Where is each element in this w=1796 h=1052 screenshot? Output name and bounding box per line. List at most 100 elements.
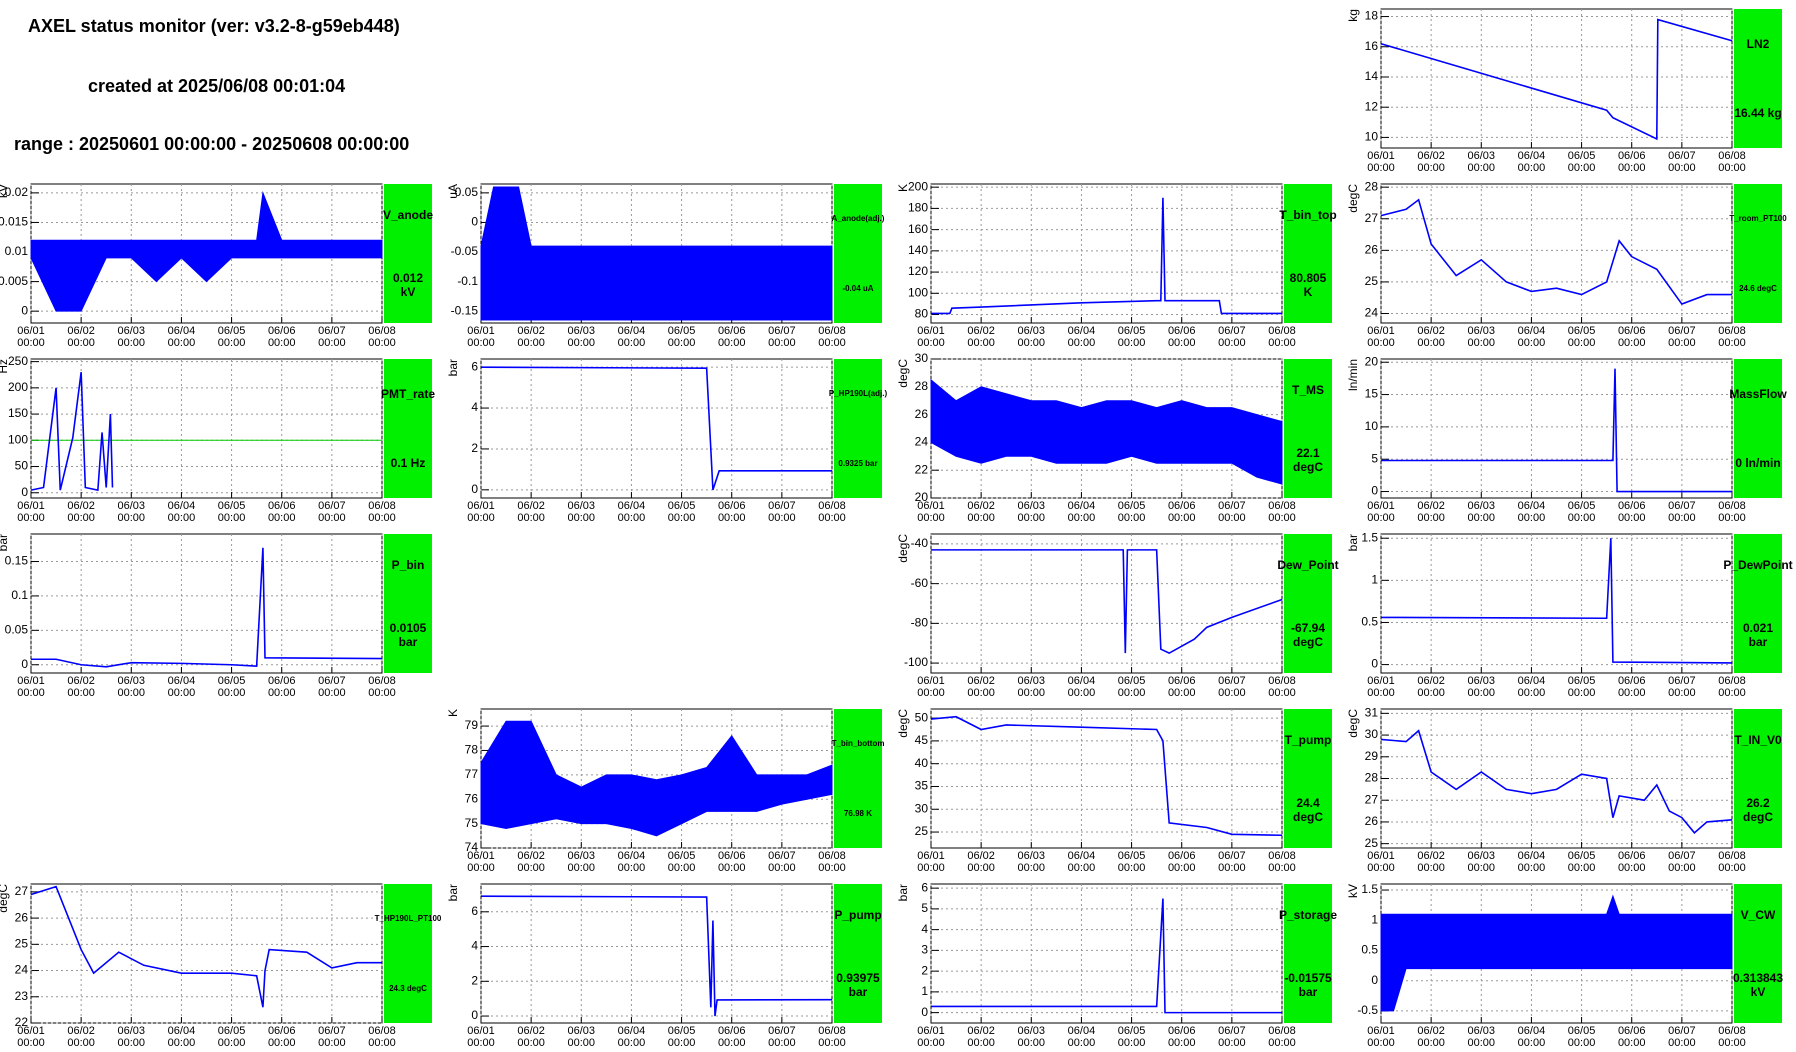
- status-label: P_bin: [391, 558, 425, 573]
- status-box: Dew_Point -67.94 degC: [1277, 534, 1339, 673]
- x-tick-label: 06/05 00:00: [1567, 675, 1596, 699]
- status-box: P_storage -0.01575 bar: [1279, 884, 1337, 1023]
- x-tick-label: 06/05 00:00: [1567, 500, 1596, 524]
- x-tick-label: 06/03 00:00: [1467, 1025, 1496, 1049]
- y-tick-label: 0: [21, 657, 28, 671]
- x-tick-label: 06/07 00:00: [1668, 850, 1696, 874]
- status-value: 24.3 degC: [389, 983, 427, 993]
- x-tick-label: 06/08 00:00: [818, 850, 846, 874]
- created-time: created at 2025/06/08 00:01:04: [88, 76, 346, 96]
- x-tick-label: 06/05 00:00: [1117, 325, 1146, 349]
- data-line: [1380, 18, 1733, 141]
- status-label: P_DewPoint: [1723, 558, 1793, 573]
- y-tick-label: 1.5: [1361, 530, 1378, 544]
- y-axis-label: bar: [1346, 534, 1360, 551]
- y-tick-label: 0: [921, 1005, 928, 1019]
- y-tick-label: 10: [1365, 130, 1379, 144]
- y-tick-label: 140: [908, 243, 928, 257]
- plot-frame: [30, 883, 383, 1024]
- x-tick-label: 06/02 00:00: [517, 325, 545, 349]
- status-value: -0.01575 bar: [1284, 970, 1332, 999]
- x-tick-label: 06/01 00:00: [467, 850, 495, 874]
- x-tick-label: 06/08 00:00: [368, 500, 396, 524]
- x-tick-label: 06/05 00:00: [217, 1025, 246, 1049]
- status-box: T_room_PT100 24.6 degC: [1729, 184, 1787, 323]
- x-tick-label: 06/02 00:00: [1417, 850, 1445, 874]
- x-tick-label: 06/07 00:00: [1218, 850, 1246, 874]
- y-tick-label: 6: [921, 880, 928, 894]
- status-label: T_pump: [1284, 733, 1332, 748]
- data-line: [931, 197, 1282, 315]
- y-tick-label: 1: [1371, 573, 1378, 587]
- x-tick-label: 06/08 00:00: [818, 1025, 846, 1049]
- y-tick-label: 77: [465, 767, 479, 781]
- y-axis-label: degC: [1346, 184, 1360, 213]
- x-tick-label: 06/01 00:00: [917, 325, 945, 349]
- y-axis-label: degC: [896, 534, 910, 563]
- x-tick-label: 06/03 00:00: [117, 325, 146, 349]
- x-tick-label: 06/01 00:00: [467, 500, 495, 524]
- x-tick-label: 06/05 00:00: [1117, 675, 1146, 699]
- y-tick-label: 5: [921, 901, 928, 915]
- x-tick-label: 06/06 00:00: [1617, 675, 1646, 699]
- x-tick-label: 06/06 00:00: [717, 850, 746, 874]
- plot-frame: [1380, 358, 1733, 499]
- y-tick-label: 0: [471, 482, 478, 496]
- x-tick-label: 06/05 00:00: [667, 1025, 696, 1049]
- y-tick-label: 0: [1371, 484, 1378, 498]
- x-tick-label: 06/06 00:00: [267, 675, 296, 699]
- y-tick-label: 0: [21, 485, 28, 499]
- status-box: P_HP190L(adj.) 0.9325 bar: [829, 359, 887, 498]
- y-tick-label: 50: [915, 710, 929, 724]
- x-tick-label: 06/01 00:00: [917, 1025, 945, 1049]
- x-tick-label: 06/01 00:00: [1367, 675, 1395, 699]
- x-tick-label: 06/06 00:00: [717, 325, 746, 349]
- y-tick-label: 15: [1365, 387, 1379, 401]
- y-tick-label: 2: [471, 441, 478, 455]
- y-tick-label: 28: [1365, 179, 1379, 193]
- x-tick-label: 06/04 00:00: [167, 1025, 196, 1049]
- status-value: 0.012 kV: [392, 270, 424, 299]
- y-tick-label: 18: [1365, 9, 1379, 23]
- y-tick-label: -80: [911, 616, 929, 630]
- status-box: T_HP190L_PT100 24.3 degC: [375, 884, 441, 1023]
- y-tick-label: 10: [1365, 419, 1379, 433]
- y-tick-label: 14: [1365, 69, 1379, 83]
- status-box: A_anode(adj.) -0.04 uA: [831, 184, 885, 323]
- data-line: [1380, 538, 1733, 664]
- status-box: T_MS 22.1 degC: [1284, 359, 1332, 498]
- x-tick-label: 06/02 00:00: [1417, 500, 1445, 524]
- x-tick-label: 06/08 00:00: [1268, 850, 1296, 874]
- status-box: MassFlow 0 ln/min: [1729, 359, 1787, 498]
- y-tick-label: 0: [1371, 973, 1378, 987]
- y-tick-label: 28: [1365, 771, 1379, 785]
- status-label: A_anode(adj.): [831, 214, 885, 224]
- x-tick-label: 06/02 00:00: [67, 1025, 95, 1049]
- y-tick-label: 25: [1365, 836, 1379, 850]
- x-tick-label: 06/03 00:00: [1467, 325, 1496, 349]
- y-axis-label: bar: [896, 884, 910, 901]
- x-tick-label: 06/01 00:00: [17, 325, 45, 349]
- x-tick-label: 06/01 00:00: [17, 500, 45, 524]
- x-tick-label: 06/02 00:00: [1417, 675, 1445, 699]
- y-axis-label: degC: [1346, 709, 1360, 738]
- x-tick-label: 06/08 00:00: [1718, 675, 1746, 699]
- status-value: 76.98 K: [843, 808, 873, 818]
- x-tick-label: 06/07 00:00: [1218, 325, 1246, 349]
- x-tick-label: 06/08 00:00: [368, 1025, 396, 1049]
- y-tick-label: 0.5: [1361, 943, 1378, 957]
- status-value: 80.805 K: [1289, 270, 1327, 299]
- data-line: [930, 715, 1283, 837]
- x-tick-label: 06/04 00:00: [1517, 325, 1546, 349]
- status-value: -0.04 uA: [842, 283, 874, 293]
- status-label: V_CW: [1740, 908, 1776, 923]
- status-value: -67.94 degC: [1290, 620, 1326, 649]
- status-label: T_HP190L_PT100: [374, 914, 442, 924]
- status-value: 0.93975 bar: [836, 970, 880, 999]
- plot-frame: [930, 533, 1283, 674]
- data-band: [480, 186, 833, 321]
- y-tick-label: 26: [915, 407, 929, 421]
- x-tick-label: 06/03 00:00: [567, 850, 596, 874]
- y-tick-label: 45: [915, 733, 929, 747]
- y-tick-label: 26: [1365, 814, 1379, 828]
